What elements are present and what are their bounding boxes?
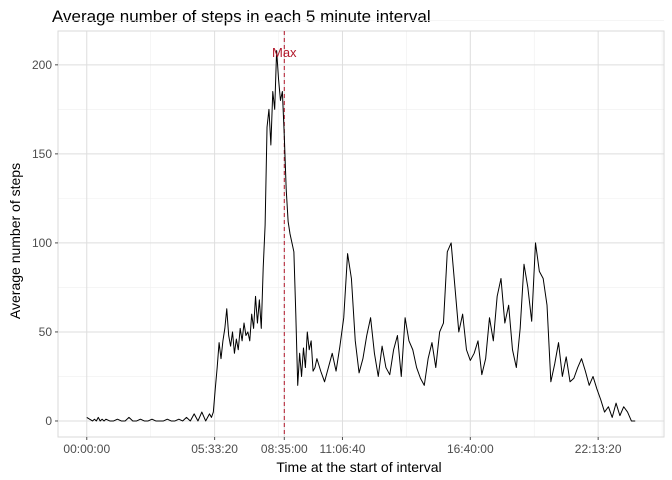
series-line <box>86 50 636 422</box>
x-axis-ticks: 00:00:00 05:33:20 08:35:00 11:06:40 16:40:00… <box>63 437 622 456</box>
max-annotation-label: Max <box>272 45 297 60</box>
series-layer <box>86 50 636 422</box>
y-tick-label: 200 <box>32 58 52 72</box>
major-gridlines <box>58 31 664 437</box>
x-tick-label: 08:35:00 <box>261 442 308 456</box>
plot-panel-border <box>57 30 665 438</box>
x-axis-title: Time at the start of interval <box>276 459 441 475</box>
x-tick-label: 05:33:20 <box>191 442 238 456</box>
x-tick-label: 00:00:00 <box>63 442 110 456</box>
minor-gridlines <box>58 20 664 437</box>
y-tick-label: 0 <box>45 414 52 428</box>
y-tick-label: 50 <box>39 325 53 339</box>
x-tick-label: 22:13:20 <box>575 442 622 456</box>
y-tick-label: 100 <box>32 236 52 250</box>
x-tick-label: 11:06:40 <box>320 442 366 456</box>
x-tick-label: 16:40:00 <box>447 442 494 456</box>
y-axis-title: Average number of steps <box>7 163 23 319</box>
chart-title: Average number of steps in each 5 minute… <box>52 7 431 26</box>
y-tick-label: 150 <box>32 147 52 161</box>
y-axis-ticks: 0 50 100 150 200 <box>32 58 58 428</box>
